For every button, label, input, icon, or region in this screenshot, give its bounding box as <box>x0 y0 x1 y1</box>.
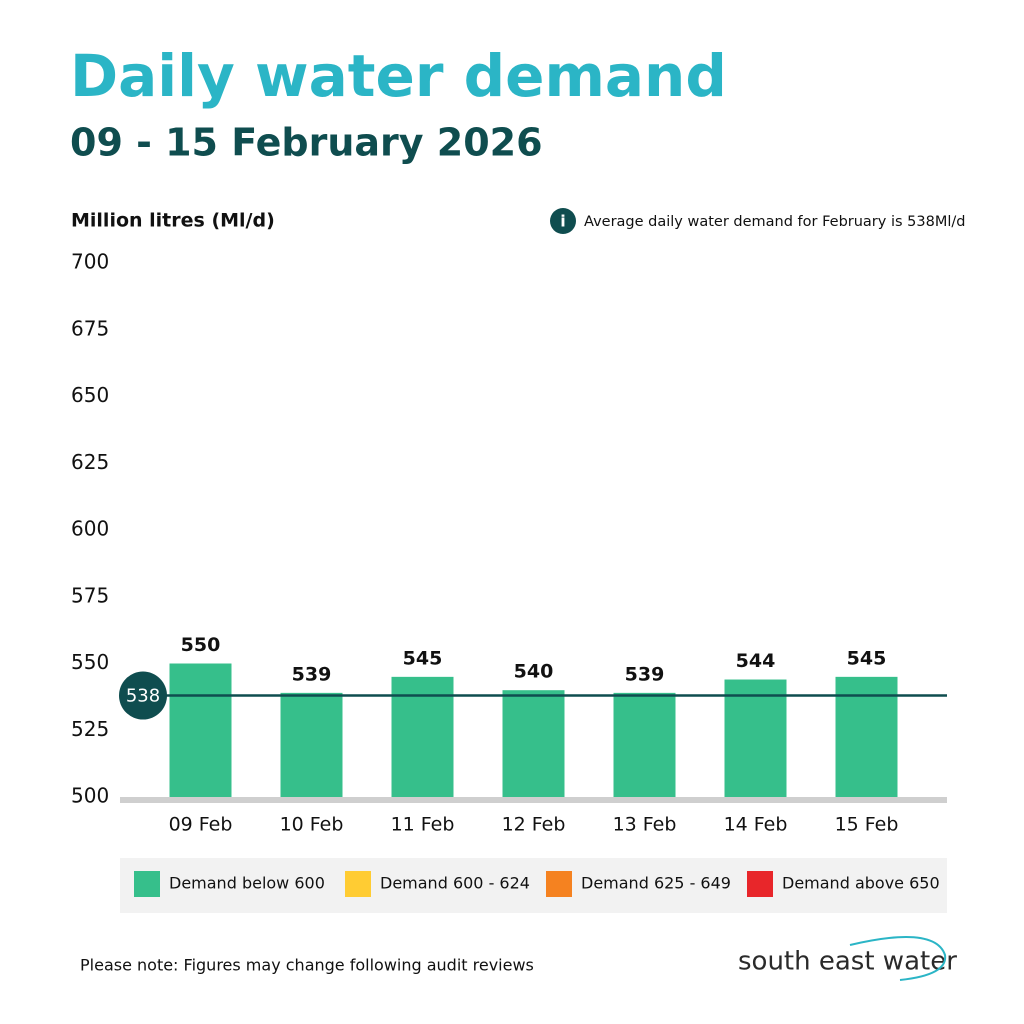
y-tick-label: 525 <box>71 717 109 741</box>
legend-background <box>120 858 947 913</box>
legend-swatch <box>345 871 371 897</box>
data-label: 550 <box>181 634 221 656</box>
legend-label: Demand 625 - 649 <box>581 874 731 893</box>
logo: south east water <box>738 947 957 977</box>
legend-swatch <box>747 871 773 897</box>
bar <box>613 692 676 797</box>
data-label: 539 <box>625 663 665 685</box>
bar <box>169 663 232 797</box>
y-tick-label: 700 <box>71 250 109 274</box>
bar <box>280 692 343 797</box>
bar <box>724 679 787 797</box>
info-icon-glyph: i <box>560 212 565 231</box>
data-label: 545 <box>847 647 887 669</box>
data-label: 539 <box>292 663 332 685</box>
y-tick-label: 575 <box>71 583 109 607</box>
y-tick-label: 625 <box>71 450 109 474</box>
legend-label: Demand above 650 <box>782 874 940 893</box>
x-tick-label: 09 Feb <box>169 814 233 836</box>
x-tick-label: 14 Feb <box>724 814 788 836</box>
y-tick-label: 650 <box>71 383 109 407</box>
legend-label: Demand below 600 <box>169 874 325 893</box>
reference-label: 538 <box>126 686 160 707</box>
legend-label: Demand 600 - 624 <box>380 874 530 893</box>
logo-swoosh <box>849 936 947 981</box>
y-tick-label: 675 <box>71 316 109 340</box>
annotation: Average daily water demand for February … <box>584 214 965 230</box>
footer-note: Please note: Figures may change followin… <box>80 956 534 975</box>
legend-swatch <box>134 871 160 897</box>
chart-subtitle: 09 - 15 February 2026 <box>70 121 543 165</box>
x-tick-label: 13 Feb <box>613 814 677 836</box>
legend-swatch <box>546 871 572 897</box>
chart-title: Daily water demand <box>70 42 727 110</box>
y-axis-label: Million litres (Ml/d) <box>71 210 275 232</box>
x-tick-label: 15 Feb <box>835 814 899 836</box>
info-icon <box>550 208 576 234</box>
bar <box>391 676 454 797</box>
x-tick-label: 10 Feb <box>280 814 344 836</box>
bar <box>502 690 565 797</box>
data-label: 545 <box>403 647 443 669</box>
data-label: 544 <box>736 650 776 672</box>
bar <box>835 676 898 797</box>
y-tick-label: 550 <box>71 650 109 674</box>
x-axis <box>120 797 947 803</box>
y-tick-label: 500 <box>71 784 109 808</box>
data-label: 540 <box>514 661 554 683</box>
reference-marker <box>119 671 167 720</box>
x-tick-label: 12 Feb <box>502 814 566 836</box>
y-tick-label: 600 <box>71 517 109 541</box>
x-tick-label: 11 Feb <box>391 814 455 836</box>
